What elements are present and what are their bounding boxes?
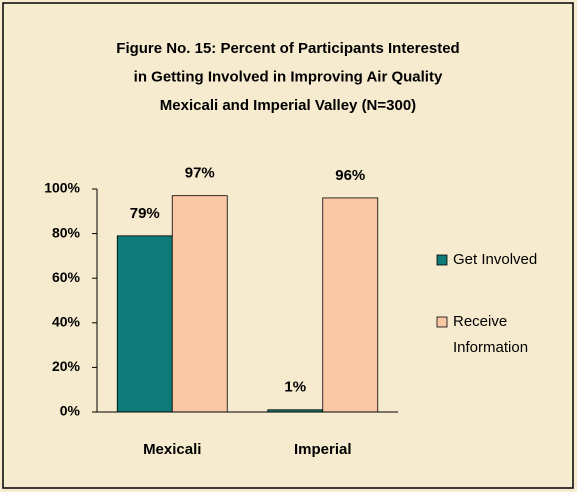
legend-label: Get Involved <box>453 251 538 268</box>
x-tick-label: Imperial <box>294 441 352 458</box>
y-tick-label: 80% <box>52 224 81 240</box>
legend-swatch <box>436 316 448 328</box>
bar <box>322 197 379 413</box>
chart-title: in Getting Involved in Improving Air Qua… <box>134 68 443 85</box>
bar <box>116 235 173 413</box>
x-tick-label: Mexicali <box>143 441 201 458</box>
value-label: 79% <box>130 205 160 222</box>
y-tick-label: 100% <box>44 180 80 196</box>
chart-title: Mexicali and Imperial Valley (N=300) <box>160 97 416 114</box>
value-label: 1% <box>284 379 306 396</box>
chart-title: Figure No. 15: Percent of Participants I… <box>116 40 459 57</box>
y-tick-label: 20% <box>52 358 81 374</box>
y-tick-label: 40% <box>52 314 81 330</box>
value-label: 96% <box>335 167 365 184</box>
y-tick-label: 0% <box>60 403 81 419</box>
y-tick-label: 60% <box>52 269 81 285</box>
legend-label: Receive Information <box>453 313 529 356</box>
value-label: 97% <box>185 165 215 182</box>
legend-swatch <box>436 254 448 266</box>
bar <box>171 195 228 413</box>
